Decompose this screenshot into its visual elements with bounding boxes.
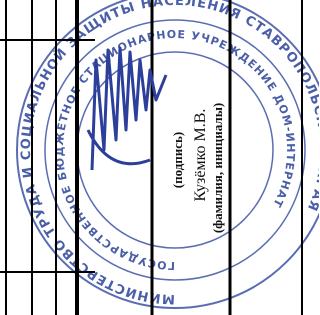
person-name: Кузёмко М.В. <box>192 109 209 202</box>
document-scan: МИНИСТЕРСТВО ТРУДА И СОЦИАЛЬНОЙ ЗАЩИТЫ Н… <box>0 0 319 315</box>
page: МИНИСТЕРСТВО ТРУДА И СОЦИАЛЬНОЙ ЗАЩИТЫ Н… <box>0 0 319 315</box>
name-caption: (фамилия, инициалы) <box>210 103 225 233</box>
signature-caption: (подпись) <box>170 132 185 188</box>
